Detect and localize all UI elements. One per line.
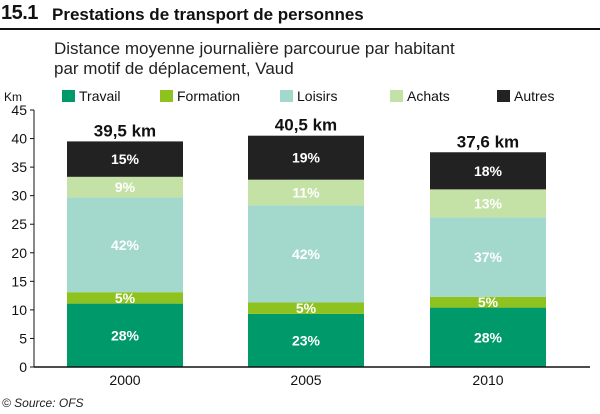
data-label-2005-travail: 23%	[292, 332, 321, 348]
chart-number: 15.1	[1, 2, 38, 24]
data-label-2005-formation: 5%	[296, 300, 317, 316]
data-label-2010-autres: 18%	[474, 163, 503, 179]
chart-title: Prestations de transport de personnes	[52, 5, 364, 24]
legend-label-autres: Autres	[514, 88, 554, 104]
y-axis-label: Km	[4, 90, 22, 104]
data-label-2005-loisirs: 42%	[292, 246, 321, 262]
legend-label-achats: Achats	[407, 88, 450, 104]
y-tick-label-15: 15	[11, 273, 27, 289]
data-label-2010-travail: 28%	[474, 329, 503, 345]
legend-swatch-formation	[160, 90, 173, 102]
legend-label-loisirs: Loisirs	[297, 88, 337, 104]
y-tick-label-45: 45	[11, 102, 27, 118]
bar-2010-travail	[430, 307, 546, 367]
data-label-2010-formation: 5%	[478, 294, 499, 310]
data-label-2000-travail: 28%	[111, 327, 140, 343]
legend-label-travail: Travail	[79, 88, 121, 104]
bar-2005-formation	[248, 302, 364, 314]
total-label-2005: 40,5 km	[275, 116, 337, 135]
source-note: © Source: OFS	[2, 396, 84, 410]
y-tick-label-30: 30	[11, 188, 27, 204]
legend-swatch-travail	[62, 90, 75, 102]
legend-swatch-autres	[497, 90, 510, 102]
bar-2005-travail	[248, 313, 364, 367]
bar-2010-autres	[430, 152, 546, 190]
data-label-2000-formation: 5%	[115, 290, 136, 306]
data-label-2000-achats: 9%	[115, 179, 136, 195]
data-label-2000-autres: 15%	[111, 151, 140, 167]
total-label-2010: 37,6 km	[457, 132, 519, 151]
y-tick-label-40: 40	[11, 131, 27, 147]
bar-2000-achats	[67, 176, 183, 198]
x-tick-label-2010: 2010	[472, 372, 503, 388]
total-label-2000: 39,5 km	[94, 121, 156, 140]
y-tick-label-20: 20	[11, 245, 27, 261]
bar-2000-loisirs	[67, 197, 183, 293]
legend-swatch-loisirs	[280, 90, 293, 102]
y-tick-label-25: 25	[11, 216, 27, 232]
x-tick-label-2005: 2005	[290, 372, 321, 388]
data-label-2010-loisirs: 37%	[474, 249, 503, 265]
bar-2005-loisirs	[248, 205, 364, 303]
bar-2005-achats	[248, 179, 364, 206]
legend-swatch-achats	[390, 90, 403, 102]
data-label-2005-autres: 19%	[292, 150, 321, 166]
y-tick-label-35: 35	[11, 159, 27, 175]
data-label-2000-loisirs: 42%	[111, 237, 140, 253]
y-tick-label-0: 0	[19, 359, 27, 375]
data-label-2005-achats: 11%	[292, 185, 320, 201]
bar-2010-loisirs	[430, 217, 546, 297]
data-label-2010-achats: 13%	[474, 195, 503, 211]
x-tick-label-2000: 2000	[109, 372, 140, 388]
bar-2000-formation	[67, 292, 183, 304]
bar-2000-autres	[67, 141, 183, 177]
chart-subtitle: Distance moyenne journalière parcourue p…	[54, 39, 594, 79]
y-tick-label-10: 10	[11, 302, 27, 318]
title-bar: 15.1 Prestations de transport de personn…	[0, 0, 600, 30]
bar-2005-autres	[248, 135, 364, 180]
subtitle-line-2: par motif de déplacement, Vaud	[54, 59, 294, 78]
y-tick-label-5: 5	[19, 330, 27, 346]
subtitle-line-1: Distance moyenne journalière parcourue p…	[54, 39, 455, 58]
bar-2010-achats	[430, 189, 546, 218]
legend-label-formation: Formation	[177, 88, 240, 104]
bar-2000-travail	[67, 303, 183, 367]
bar-2010-formation	[430, 296, 546, 308]
